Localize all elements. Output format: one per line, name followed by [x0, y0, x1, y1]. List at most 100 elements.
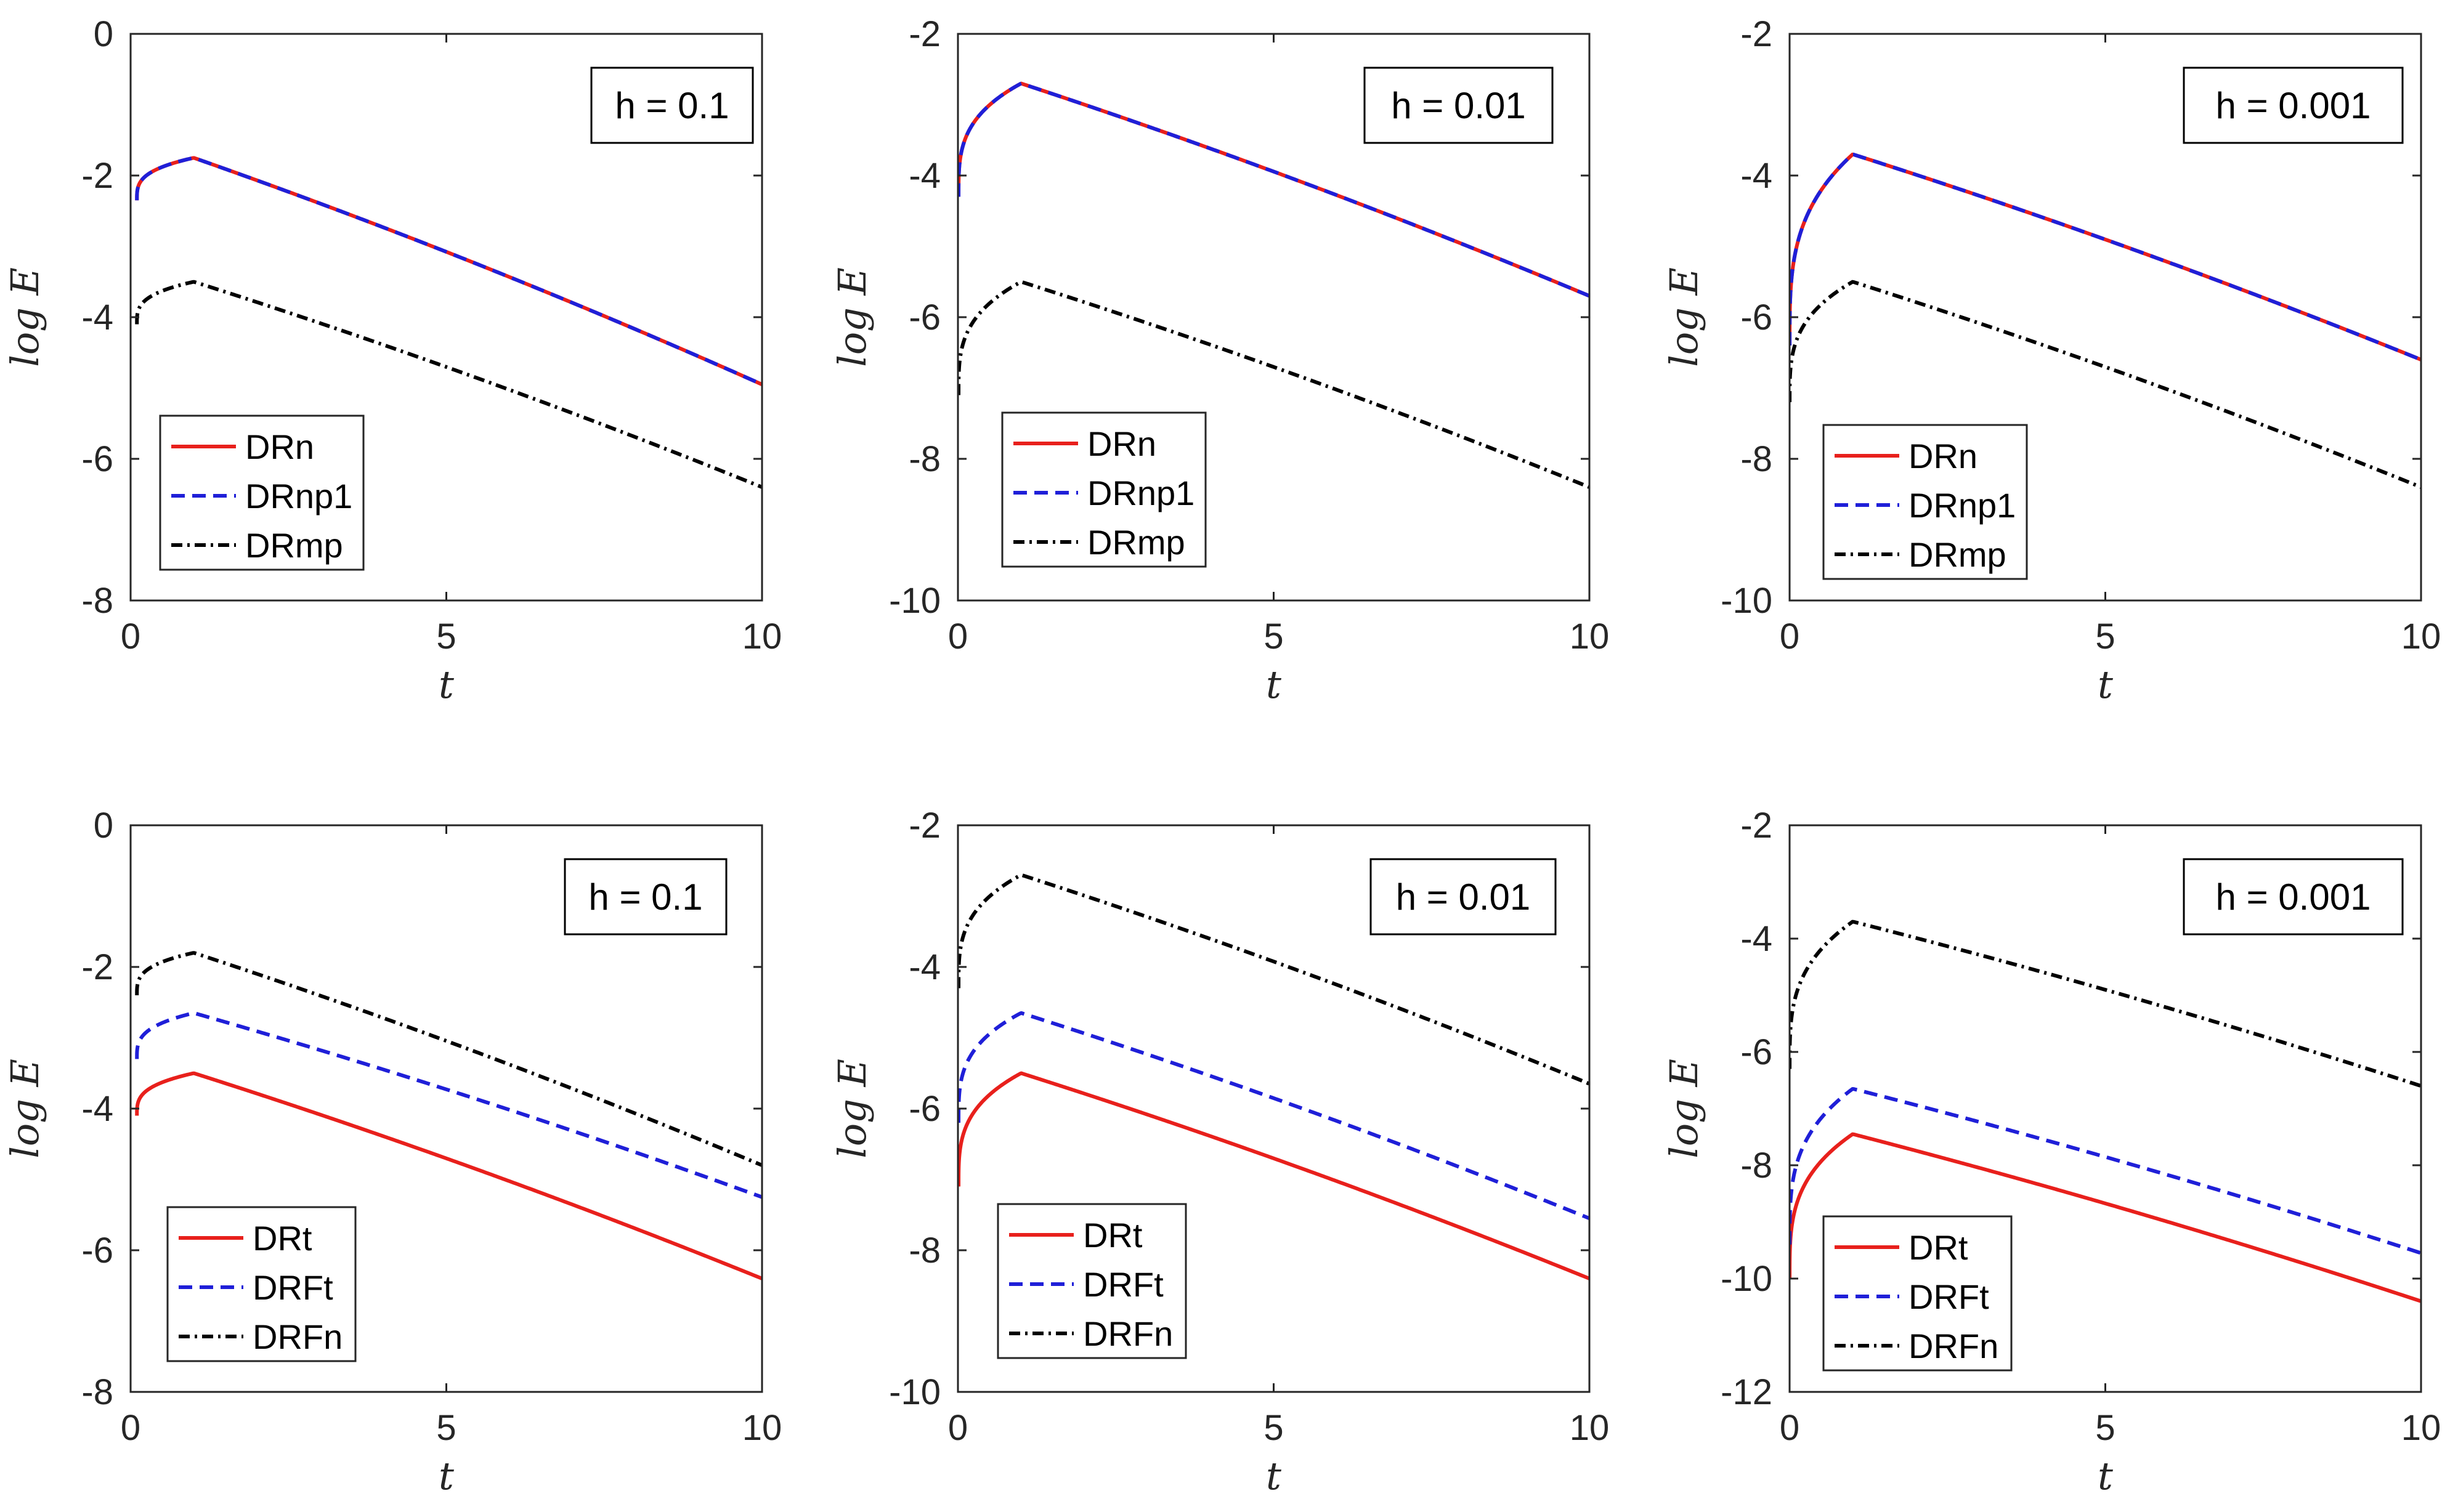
legend-label-DRnp1: DRnp1: [245, 477, 352, 515]
chart-panel-top-middle: 0 5 10 -2 -4 -6 -8 -10 t log E h = 0.01 DRn DRnp1 DRm…: [830, 14, 1609, 707]
annotation-box: [2183, 858, 2404, 936]
series-line-DRnp1: [1790, 152, 2421, 362]
y-tick-label: -6: [1740, 297, 1772, 338]
x-tick-label: 10: [1570, 1408, 1610, 1448]
y-tick-label: -2: [81, 156, 113, 196]
series-line-DRFn: [958, 873, 1589, 1086]
y-tick-label: -4: [1740, 919, 1772, 959]
x-tick-label: 0: [1780, 617, 1799, 657]
legend-label-DRFn: DRFn: [1083, 1314, 1173, 1353]
x-tick-label: 0: [1780, 1408, 1799, 1448]
series-line-DRFn: [1790, 920, 2421, 1088]
x-tick-label: 0: [121, 617, 140, 657]
y-tick-label: -10: [1721, 581, 1772, 621]
y-tick-label: -2: [1740, 806, 1772, 846]
x-tick-label: 5: [2095, 617, 2115, 657]
series-line-DRt: [958, 1071, 1589, 1280]
legend-label-DRt: DRt: [1083, 1216, 1143, 1255]
series-line-DRFt: [958, 1011, 1589, 1221]
series-line-DRFt: [1790, 1087, 2421, 1255]
legend-label-DRFt: DRFt: [1908, 1277, 1989, 1316]
y-tick-label: -6: [81, 1231, 113, 1271]
series-group: [135, 951, 762, 1280]
y-tick-label: -2: [909, 14, 941, 54]
legend: DRt DRFt DRFn: [997, 1203, 1187, 1359]
x-axis-label: t: [439, 1453, 454, 1498]
legend-label-DRn: DRn: [1908, 437, 1977, 475]
y-tick-label: -10: [1721, 1259, 1772, 1299]
x-axis-label: t: [439, 662, 454, 707]
y-axis-label: log E: [830, 267, 875, 367]
x-axis-label: t: [2098, 662, 2113, 707]
x-tick-label: 10: [1570, 617, 1610, 657]
annotation-text: h = 0.001: [2216, 85, 2371, 126]
legend: DRn DRnp1 DRmp: [159, 414, 365, 571]
legend-label-DRt: DRt: [1908, 1228, 1968, 1267]
legend-label-DRmp: DRmp: [1908, 535, 2006, 574]
legend: DRt DRFt DRFn: [1822, 1215, 2013, 1372]
y-axis-label: log E: [2, 267, 47, 367]
x-tick-label: 0: [948, 617, 968, 657]
legend-label-DRn: DRn: [245, 427, 314, 466]
legend-label-DRmp: DRmp: [1087, 523, 1185, 562]
series-line-DRt: [1790, 1132, 2421, 1303]
x-axis-label: t: [1266, 1453, 1281, 1498]
chart-panel-top-left: 0 5 10 0 -2 -4 -6 -8 t log E h = 0.1 DRn DRnp1 DRmp: [2, 14, 782, 707]
x-tick-label: 5: [436, 617, 456, 657]
y-tick-label: -4: [81, 1089, 113, 1129]
series-line-DRmp: [1790, 280, 2421, 489]
y-tick-label: -6: [81, 439, 113, 479]
legend-box: [1822, 424, 2028, 580]
y-tick-label: -8: [909, 439, 941, 479]
x-tick-label: 10: [742, 617, 782, 657]
legend-label-DRn: DRn: [1087, 424, 1156, 463]
y-axis-label: log E: [830, 1059, 875, 1158]
y-tick-label: -6: [1740, 1032, 1772, 1072]
x-tick-label: 10: [2401, 617, 2441, 657]
y-axis-label: log E: [1661, 267, 1706, 367]
x-axis-label: t: [1266, 662, 1281, 707]
y-tick-label: -8: [1740, 1146, 1772, 1186]
y-tick-label: -2: [909, 806, 941, 846]
y-tick-label: 0: [94, 806, 113, 846]
series-group: [135, 156, 762, 489]
y-tick-label: -4: [1740, 156, 1772, 196]
y-tick-label: -6: [909, 297, 941, 338]
series-line-DRFn: [135, 951, 762, 1167]
series-group: [958, 81, 1589, 489]
y-tick-label: -8: [1740, 439, 1772, 479]
x-tick-label: 10: [2401, 1408, 2441, 1448]
chart-panel-bottom-middle: 0 5 10 -2 -4 -6 -8 -10 t log E h = 0.01 DRt DRFt DRFn: [830, 806, 1609, 1498]
legend-box: [166, 1206, 357, 1362]
y-tick-label: -10: [889, 581, 941, 621]
legend: DRn DRnp1 DRmp: [1001, 411, 1207, 568]
y-tick-label: -8: [81, 581, 113, 621]
x-tick-label: 5: [2095, 1408, 2115, 1448]
legend-label-DRmp: DRmp: [245, 526, 343, 565]
annotation-box: [1369, 858, 1557, 936]
x-tick-label: 5: [436, 1408, 456, 1448]
series-group: [1790, 152, 2421, 489]
legend-label-DRFt: DRFt: [1083, 1265, 1164, 1304]
series-line-DRn: [135, 156, 762, 386]
legend: DRt DRFt DRFn: [166, 1206, 357, 1362]
y-tick-label: -2: [81, 947, 113, 987]
annotation-box: [1363, 67, 1554, 144]
y-tick-label: -4: [909, 947, 941, 987]
legend-label-DRFn: DRFn: [1908, 1327, 1998, 1365]
annotation-text: h = 0.001: [2216, 876, 2371, 918]
x-tick-label: 10: [742, 1408, 782, 1448]
legend-label-DRFn: DRFn: [253, 1317, 343, 1356]
x-tick-label: 5: [1263, 617, 1283, 657]
y-tick-label: -4: [81, 297, 113, 338]
series-line-DRmp: [958, 280, 1589, 489]
legend: DRn DRnp1 DRmp: [1822, 424, 2028, 580]
legend-box: [997, 1203, 1187, 1359]
annotation-text: h = 0.1: [615, 85, 729, 126]
chart-panel-bottom-right: 0 5 10 -2 -4 -6 -8 -10 -12 t log E h = 0.001 DRt DRFt…: [1661, 806, 2441, 1498]
annotation-text: h = 0.01: [1396, 876, 1531, 918]
y-tick-label: -2: [1740, 14, 1772, 54]
y-axis-label: log E: [1661, 1059, 1706, 1158]
series-line-DRnp1: [135, 156, 762, 386]
